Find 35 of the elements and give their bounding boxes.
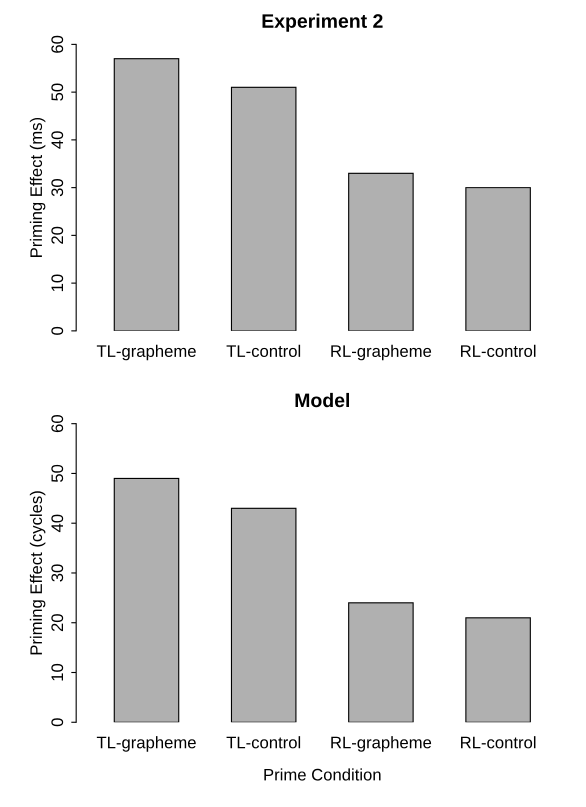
bar <box>348 602 414 722</box>
x-tick-label: TL-grapheme <box>96 736 196 752</box>
bar <box>348 172 414 331</box>
y-tick-label: 40 <box>51 514 64 532</box>
y-tick-label: 30 <box>51 179 64 196</box>
x-tick-label: TL-grapheme <box>96 344 196 360</box>
y-axis-title: Priming Effect (cycles) <box>30 491 46 654</box>
y-tick-label: 30 <box>51 564 64 582</box>
y-tick-label: 0 <box>51 326 64 335</box>
x-tick-label: RL-control <box>461 344 536 357</box>
y-tick-label: 60 <box>51 36 64 53</box>
chart-title: Model <box>296 392 350 408</box>
x-tick-label: RL-grapheme <box>331 344 432 360</box>
y-tick-label: 10 <box>51 274 64 292</box>
y-tick-label: 10 <box>51 664 64 680</box>
x-axis-title: Prime Condition <box>264 768 381 781</box>
y-tick-label: 60 <box>51 415 64 432</box>
y-tick-label: 20 <box>51 614 64 632</box>
y-tick-label: 50 <box>51 464 64 482</box>
bar <box>230 86 296 331</box>
x-tick-label: RL-control <box>461 736 536 748</box>
bar <box>465 187 531 331</box>
y-tick-label: 0 <box>51 718 64 726</box>
x-tick-label: RL-grapheme <box>331 736 432 752</box>
bar <box>114 58 180 331</box>
y-tick-label: 20 <box>51 226 64 244</box>
bar <box>465 617 531 722</box>
y-axis-title: Priming Effect (ms) <box>30 118 46 257</box>
x-tick-label: TL-control <box>226 736 300 748</box>
x-tick-label: TL-control <box>226 344 300 357</box>
chart-title: Experiment 2 <box>262 14 383 32</box>
bar <box>114 478 180 722</box>
y-tick-label: 40 <box>51 131 64 149</box>
y-tick-label: 50 <box>51 84 64 101</box>
bar <box>230 508 296 722</box>
